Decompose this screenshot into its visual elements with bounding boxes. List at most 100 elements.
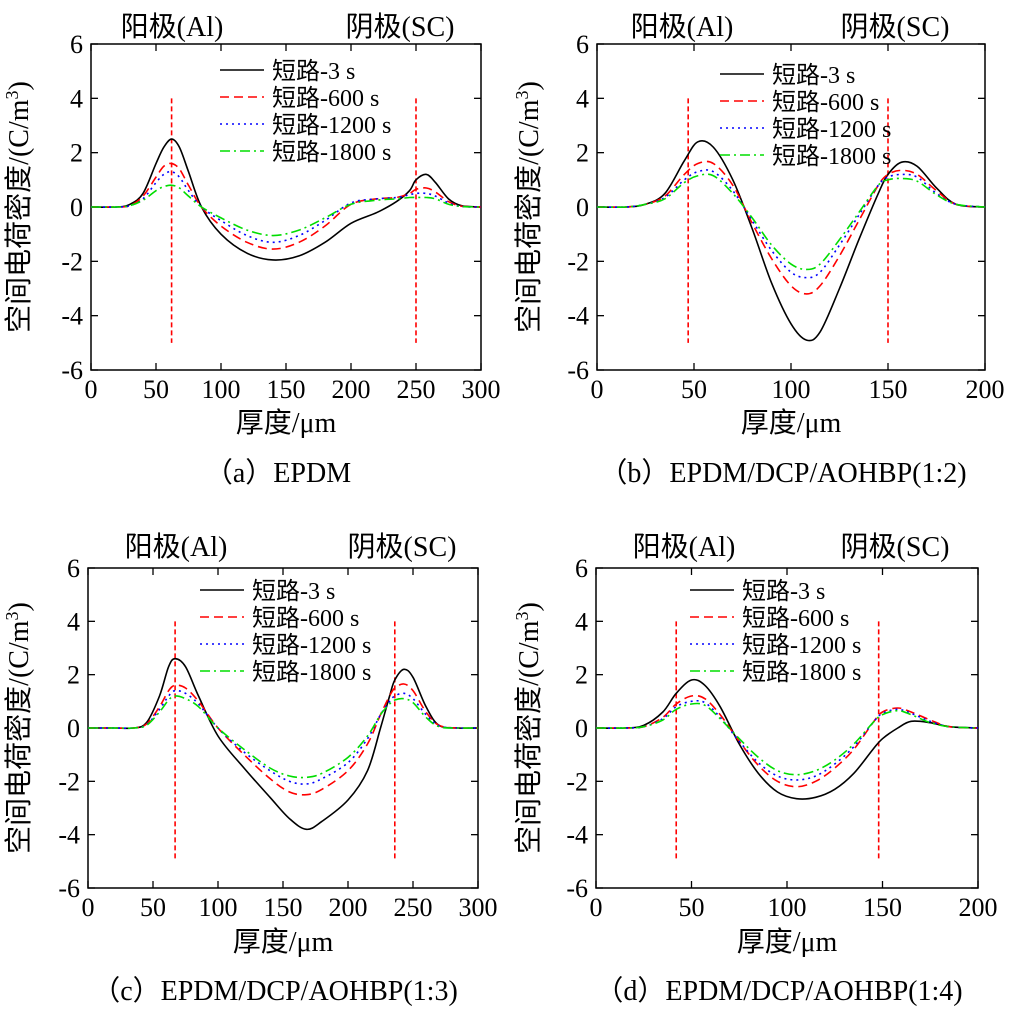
legend-label: 短路-3 s	[272, 58, 355, 85]
x-tick-label: 50	[679, 893, 705, 922]
panel-caption: （d）EPDM/DCP/AOHBP(1:4)	[595, 975, 962, 1007]
y-axis-label-main: 空间电荷密度/(C/m	[513, 620, 545, 854]
x-tick-label: 200	[966, 375, 1005, 404]
x-tick-label: 0	[590, 893, 603, 922]
y-tick-label: 6	[575, 554, 588, 583]
legend-label: 短路-600 s	[272, 85, 379, 112]
series-line	[90, 138, 482, 261]
legend-label: 短路-1800 s	[252, 659, 371, 686]
x-tick-label: 50	[681, 375, 707, 404]
series-line	[595, 702, 979, 776]
y-axis-label: 空间电荷密度/(C/m3)	[512, 81, 545, 333]
y-tick-label: -4	[566, 821, 588, 850]
y-axis-label: 空间电荷密度/(C/m3)	[2, 602, 35, 854]
y-tick-label: -6	[58, 874, 80, 903]
x-tick-label: 100	[772, 375, 811, 404]
y-tick-label: 6	[576, 30, 589, 59]
legend-label: 短路-600 s	[252, 605, 359, 632]
legend-label: 短路-1800 s	[772, 143, 891, 170]
y-tick-label: 0	[575, 714, 588, 743]
y-tick-label: 2	[70, 139, 83, 168]
x-tick-label: 300	[462, 375, 501, 404]
anode-label: 阳极(Al)	[125, 531, 228, 563]
x-tick-label: 200	[959, 893, 998, 922]
y-tick-label: -6	[61, 356, 83, 385]
y-tick-label: -6	[567, 356, 589, 385]
x-tick-label: 100	[199, 893, 238, 922]
legend-label: 短路-1200 s	[772, 116, 891, 143]
series-line	[90, 170, 482, 244]
y-axis-label-close: )	[514, 602, 545, 611]
y-axis-label: 空间电荷密度/(C/m3)	[2, 81, 35, 333]
cathode-label: 阴极(SC)	[348, 531, 457, 563]
x-tick-label: 250	[394, 893, 433, 922]
y-axis-label-main: 空间电荷密度/(C/m	[3, 620, 35, 854]
legend-label: 短路-600 s	[742, 605, 849, 632]
cathode-label: 阴极(SC)	[841, 531, 950, 563]
cathode-label: 阴极(SC)	[841, 11, 950, 43]
series-line	[90, 184, 482, 237]
y-axis-label: 空间电荷密度/(C/m3)	[512, 602, 545, 854]
x-tick-label: 150	[264, 893, 303, 922]
x-tick-label: 250	[397, 375, 436, 404]
y-tick-label: 2	[576, 139, 589, 168]
y-tick-label: 2	[575, 661, 588, 690]
x-tick-label: 50	[143, 375, 169, 404]
y-tick-label: -2	[566, 767, 588, 796]
legend-label: 短路-600 s	[772, 89, 879, 116]
y-tick-label: 4	[576, 84, 589, 113]
y-tick-label: -2	[61, 247, 83, 276]
x-axis-label: 厚度/μm	[737, 926, 838, 958]
y-axis-label-sup: 3	[512, 611, 532, 620]
anode-label: 阳极(Al)	[633, 531, 736, 563]
y-axis-label-main: 空间电荷密度/(C/m	[513, 99, 545, 333]
y-tick-label: 6	[67, 554, 80, 583]
series-line	[88, 689, 479, 785]
panel-caption: （c）EPDM/DCP/AOHBP(1:3)	[92, 975, 458, 1007]
y-axis-label-sup: 3	[2, 611, 22, 620]
series-line	[596, 169, 986, 279]
legend-label: 短路-3 s	[772, 62, 855, 89]
y-axis-label-sup: 3	[512, 90, 532, 99]
y-tick-label: -4	[61, 302, 83, 331]
x-tick-label: 150	[267, 375, 306, 404]
anode-label: 阳极(Al)	[631, 11, 734, 43]
y-tick-label: 2	[67, 661, 80, 690]
y-tick-label: -6	[566, 874, 588, 903]
chart-panel: 0 50 100 150 200 -6 -4 -2 0 2 4 6 短路-3 s短路-600 s短路-1…	[512, 531, 998, 1007]
x-axis-label: 厚度/μm	[236, 407, 337, 439]
x-tick-label: 150	[863, 893, 902, 922]
legend-label: 短路-1200 s	[742, 632, 861, 659]
y-tick-label: 4	[70, 84, 83, 113]
y-tick-label: 0	[67, 714, 80, 743]
series-line	[88, 695, 479, 779]
x-axis-label: 厚度/μm	[741, 407, 842, 439]
y-axis-label-close: )	[514, 81, 545, 90]
cathode-label: 阴极(SC)	[346, 11, 455, 43]
x-tick-label: 100	[202, 375, 241, 404]
y-tick-label: -4	[58, 821, 80, 850]
x-tick-label: 150	[869, 375, 908, 404]
legend-label: 短路-3 s	[252, 578, 335, 605]
y-tick-label: 4	[575, 607, 588, 636]
series-line	[596, 140, 986, 342]
y-tick-label: 0	[576, 193, 589, 222]
legend-label: 短路-1200 s	[272, 112, 391, 139]
legend-label: 短路-3 s	[742, 578, 825, 605]
series-line	[595, 699, 979, 781]
y-tick-label: -2	[567, 247, 589, 276]
series-line	[595, 678, 979, 800]
x-tick-label: 100	[768, 893, 807, 922]
x-tick-label: 200	[332, 375, 371, 404]
y-axis-label-sup: 3	[2, 90, 22, 99]
y-axis-label-close: )	[4, 602, 35, 611]
series-line	[90, 162, 482, 250]
x-axis-label: 厚度/μm	[233, 926, 334, 958]
y-axis-label-main: 空间电荷密度/(C/m	[3, 99, 35, 333]
y-tick-label: 0	[70, 193, 83, 222]
legend-label: 短路-1800 s	[272, 139, 391, 166]
x-tick-label: 0	[85, 375, 98, 404]
y-tick-label: -2	[58, 767, 80, 796]
